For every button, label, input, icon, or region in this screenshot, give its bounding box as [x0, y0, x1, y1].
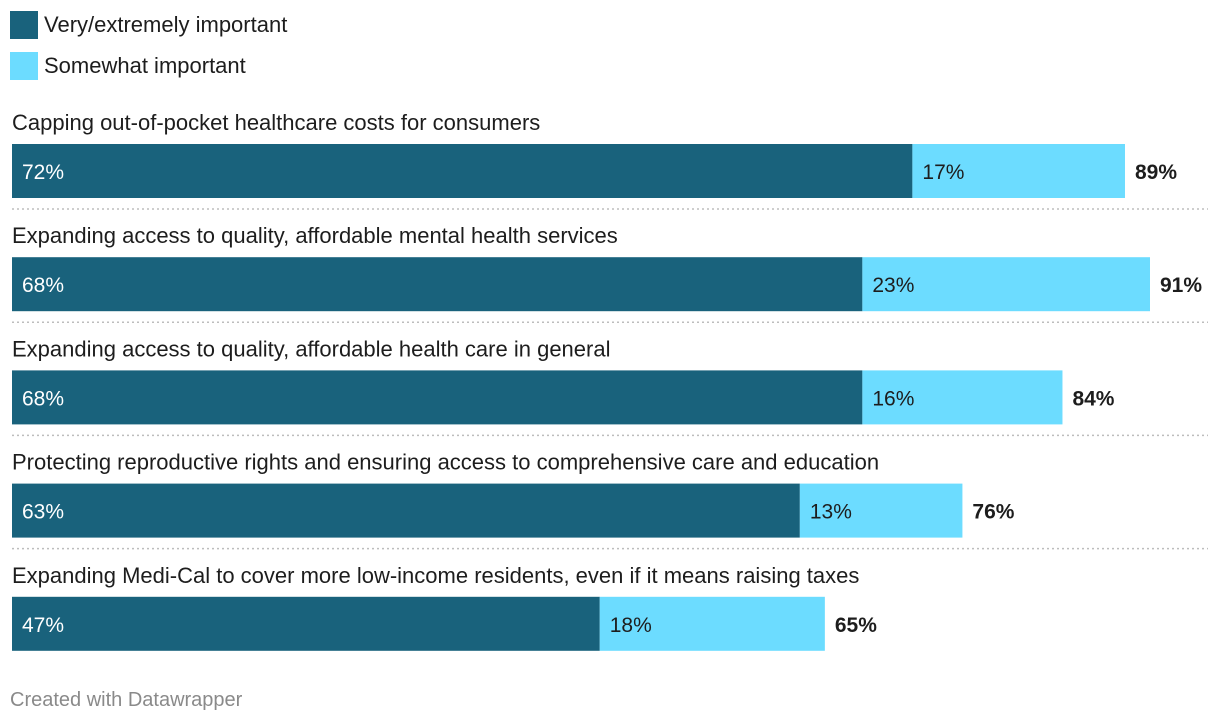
- value-label-somewhat-important: 18%: [610, 614, 652, 637]
- legend-label-somewhat-important: Somewhat important: [44, 53, 246, 78]
- legend: Very/extremely important Somewhat import…: [10, 10, 287, 92]
- category-label: Expanding access to quality, affordable …: [12, 223, 618, 248]
- legend-item-very-important: Very/extremely important: [10, 10, 287, 40]
- value-label-very-important: 72%: [22, 161, 64, 184]
- category-label: Expanding access to quality, affordable …: [12, 336, 610, 361]
- total-label: 91%: [1160, 274, 1202, 297]
- bar-somewhat-important: [862, 257, 1150, 312]
- bar-very-important: [12, 144, 913, 198]
- value-label-somewhat-important: 23%: [872, 274, 914, 297]
- bar-very-important: [12, 483, 800, 538]
- bar-somewhat-important: [599, 596, 825, 651]
- category-label: Protecting reproductive rights and ensur…: [12, 450, 879, 475]
- value-label-very-important: 68%: [22, 387, 64, 410]
- credit-text: Created with Datawrapper: [10, 689, 243, 711]
- legend-item-somewhat-important: Somewhat important: [10, 51, 287, 81]
- bar-very-important: [12, 370, 863, 425]
- category-label: Expanding Medi-Cal to cover more low-inc…: [12, 563, 859, 588]
- bar-somewhat-important: [912, 144, 1125, 198]
- legend-swatch-somewhat-important: [10, 52, 38, 80]
- bar-somewhat-important: [862, 370, 1063, 425]
- category-label: Capping out-of-pocket healthcare costs f…: [12, 110, 540, 135]
- value-label-somewhat-important: 13%: [810, 501, 852, 524]
- total-label: 76%: [972, 501, 1014, 524]
- total-label: 65%: [835, 614, 877, 637]
- value-label-very-important: 47%: [22, 614, 64, 637]
- bar-somewhat-important: [799, 483, 963, 538]
- bar-very-important: [12, 596, 600, 651]
- total-label: 84%: [1072, 387, 1114, 410]
- legend-swatch-very-important: [10, 11, 38, 39]
- legend-label-very-important: Very/extremely important: [44, 12, 288, 37]
- value-label-very-important: 68%: [22, 274, 64, 297]
- value-label-very-important: 63%: [22, 501, 64, 524]
- total-label: 89%: [1135, 161, 1177, 184]
- value-label-somewhat-important: 16%: [872, 387, 914, 410]
- bar-very-important: [12, 257, 863, 312]
- value-label-somewhat-important: 17%: [922, 161, 964, 184]
